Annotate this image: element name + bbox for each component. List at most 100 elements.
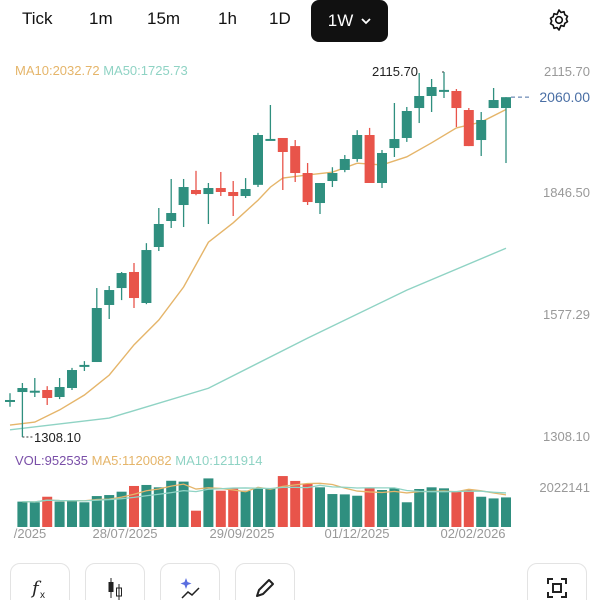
volume-bar xyxy=(91,496,102,527)
volume-bar xyxy=(488,498,499,527)
candle-body xyxy=(104,290,115,305)
volume-bar xyxy=(178,481,189,527)
volume-bar xyxy=(191,510,201,527)
ma10-line xyxy=(9,108,507,426)
volume-bar xyxy=(339,494,350,527)
candle-body xyxy=(414,95,425,109)
high-label: 2115.70 xyxy=(372,64,419,79)
axis-label-2: 1846.50 xyxy=(543,185,590,200)
volume-bar xyxy=(79,502,90,527)
candle-body xyxy=(426,87,437,96)
volume-bar xyxy=(290,480,301,527)
candle-body xyxy=(377,152,387,184)
date-label: 02/02/2026 xyxy=(440,526,506,541)
volume-bar xyxy=(265,488,276,527)
candle-body xyxy=(5,399,15,402)
candle-body xyxy=(501,97,511,109)
volume-bar xyxy=(389,488,400,527)
candle-body xyxy=(29,390,40,393)
volume-bar xyxy=(129,485,139,527)
volume-bar xyxy=(240,490,251,527)
tab-tick[interactable]: Tick xyxy=(22,9,53,28)
volume-bar xyxy=(327,494,338,527)
volume-bar xyxy=(315,487,325,527)
volume-bar xyxy=(377,490,387,527)
axis-label-top: 2115.70 xyxy=(543,64,590,79)
draw-button[interactable] xyxy=(235,563,295,600)
candle-body xyxy=(91,308,102,363)
volume-bar xyxy=(54,501,65,527)
volume-bar xyxy=(215,490,226,527)
volume-bar xyxy=(141,484,152,527)
tab-15m[interactable]: 15m xyxy=(147,9,181,28)
volume-bar xyxy=(352,495,363,527)
candle-body xyxy=(116,273,127,289)
volume-bar xyxy=(67,500,77,527)
candle-body xyxy=(215,188,226,192)
fullscreen-icon xyxy=(547,578,567,598)
candlestick-icon xyxy=(108,578,122,600)
axis-label-bottom: 1308.10 xyxy=(543,429,590,444)
candle-body xyxy=(327,173,338,182)
tab-1h[interactable]: 1h xyxy=(218,9,237,28)
volume-bar xyxy=(463,490,474,527)
fullscreen-button[interactable] xyxy=(527,563,587,600)
volume-bar xyxy=(253,488,263,527)
volume-bar xyxy=(401,502,412,527)
candle-body xyxy=(79,364,90,367)
volume-bar xyxy=(439,488,449,527)
vol-ma10-legend: MA10:1211914 xyxy=(175,453,263,468)
low-label: 1308.10 xyxy=(34,430,81,445)
candle-body xyxy=(166,213,177,222)
candlestick-chart[interactable] xyxy=(0,0,600,560)
candle-body xyxy=(141,250,152,303)
volume-bar xyxy=(104,495,115,527)
candle-body xyxy=(277,137,288,152)
date-label: 29/09/2025 xyxy=(209,526,275,541)
candle-body xyxy=(439,89,449,92)
ma10-legend: MA10:2032.72 xyxy=(15,63,100,78)
ma50-legend: MA50:1725.73 xyxy=(103,63,188,78)
candle-body xyxy=(129,271,139,299)
candle-body xyxy=(54,387,65,398)
candle-body xyxy=(42,389,53,398)
axis-label-3: 1577.29 xyxy=(543,307,590,322)
candle-body xyxy=(463,110,474,147)
volume-axis-label: 2022141 xyxy=(539,480,590,495)
date-label: 01/12/2025 xyxy=(324,526,390,541)
current-price-label: 2060.00 xyxy=(539,89,590,105)
candle-body xyxy=(401,111,412,138)
candle-body xyxy=(178,187,189,206)
gear-icon[interactable] xyxy=(547,8,571,32)
chevron-down-icon xyxy=(361,17,371,24)
tab-1d[interactable]: 1D xyxy=(269,9,291,28)
volume-bar xyxy=(277,476,288,527)
tab-1w-label: 1W xyxy=(327,11,354,30)
volume-bar xyxy=(29,502,40,527)
pencil-icon xyxy=(256,579,274,597)
volume-bar xyxy=(451,491,462,527)
candle-body xyxy=(476,119,487,141)
candle-body xyxy=(290,146,301,174)
date-label: 28/07/2025 xyxy=(92,526,158,541)
date-label: /2025 xyxy=(13,526,47,541)
volume-bar xyxy=(476,496,487,527)
volume-bar xyxy=(17,501,28,527)
candle-body xyxy=(339,159,350,170)
candle-body xyxy=(451,90,462,109)
svg-text:x: x xyxy=(40,590,45,600)
volume-bar xyxy=(364,488,375,527)
vol-ma5-legend: MA5:1120082 xyxy=(91,453,172,468)
volume-bar xyxy=(426,487,437,527)
candle-body xyxy=(203,188,214,195)
ai-drawing-button[interactable] xyxy=(160,563,220,600)
tab-1m[interactable]: 1m xyxy=(89,9,113,28)
candle-body xyxy=(228,191,239,197)
candle-body xyxy=(364,135,375,184)
tab-1w-dropdown[interactable]: 1W xyxy=(311,0,388,42)
chart-type-button[interactable] xyxy=(85,563,145,600)
volume-bar xyxy=(302,483,313,527)
